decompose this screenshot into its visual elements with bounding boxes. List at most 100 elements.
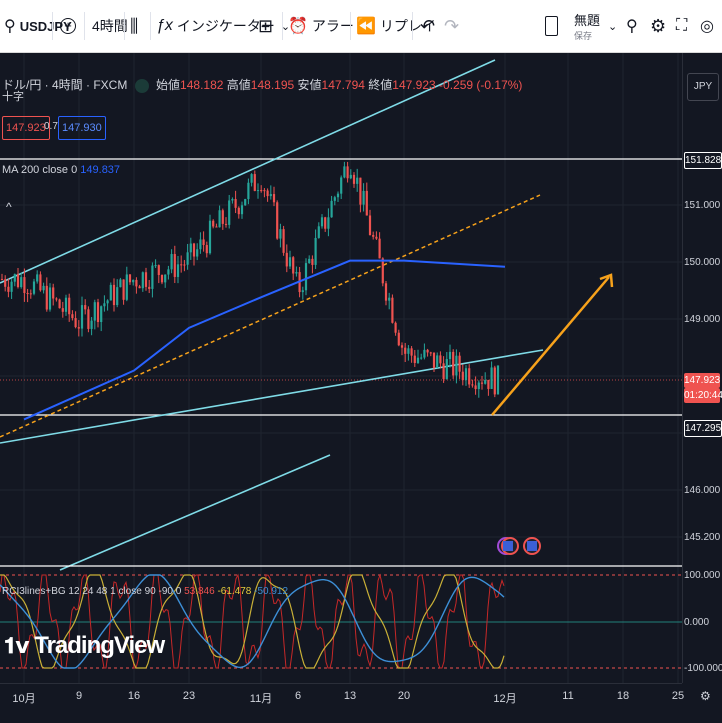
candle-body	[269, 194, 272, 197]
candle-body	[167, 269, 170, 275]
candle-body	[192, 243, 196, 257]
layout-menu-button[interactable]: ⌄	[608, 0, 617, 52]
candle-body	[282, 229, 285, 253]
sell-button[interactable]: 147.923	[2, 116, 50, 140]
ma-200-line	[23, 259, 506, 421]
candle-body	[48, 287, 52, 310]
channel-bottom-line[interactable]	[59, 454, 331, 571]
projection-arrow[interactable]	[491, 273, 614, 416]
candle-body	[340, 177, 343, 194]
candle-body	[352, 174, 356, 184]
time-label: 13	[343, 690, 357, 702]
candle-body	[493, 367, 496, 395]
candle-body	[455, 355, 458, 376]
low-label: 安値	[297, 78, 322, 92]
bid-value: 147.923	[6, 122, 46, 134]
economic-events[interactable]	[497, 537, 541, 555]
candle-body	[77, 327, 80, 329]
tv-logo-icon: 𝟏𝘃	[4, 633, 30, 658]
candle-body	[112, 284, 116, 306]
current-price-tag: 147.923	[684, 373, 721, 388]
candle-body	[138, 286, 141, 289]
channel-lower-line[interactable]	[0, 349, 544, 444]
interval-label: 4時間	[92, 18, 128, 34]
quick-search-button[interactable]: ⚲	[626, 0, 642, 52]
buy-button[interactable]: 147.930	[58, 116, 106, 140]
price-label: 146.000	[684, 485, 721, 496]
layout-name: 無題	[574, 13, 601, 28]
rci-mid-line	[0, 574, 505, 669]
time-axis[interactable]	[0, 683, 682, 723]
rci-long-line	[0, 574, 505, 669]
candle-body	[144, 272, 148, 287]
collapse-legend-icon[interactable]: ^	[6, 200, 12, 214]
candle-body	[215, 226, 218, 228]
axis-settings-icon[interactable]: ⚙	[700, 689, 711, 703]
alert-button[interactable]: ⏰ アラート	[288, 0, 368, 52]
candle-body	[368, 215, 372, 236]
interval-button[interactable]: 4時間	[92, 0, 128, 52]
chevron-down-icon: ⌄	[280, 20, 291, 33]
indicators-button[interactable]: ƒx インジケーター ⌄	[156, 0, 290, 52]
candle-body	[247, 182, 250, 200]
low-value: 147.794	[321, 78, 365, 92]
chart-type-button[interactable]: ⫼	[130, 0, 142, 52]
redo-button[interactable]: ↷	[444, 0, 463, 52]
ask-value: 147.930	[62, 122, 102, 134]
time-label: 18	[616, 690, 630, 702]
candle-body	[388, 297, 391, 301]
rci-short-line	[0, 573, 505, 669]
time-label: 20	[397, 690, 411, 702]
candle-body	[39, 274, 42, 291]
candle-body	[196, 249, 199, 257]
chart-grid	[0, 53, 682, 683]
undo-button[interactable]: ↶	[420, 0, 439, 52]
candle-body	[148, 286, 151, 289]
channel-upper-line[interactable]	[0, 59, 496, 284]
rci-legend[interactable]: RCI3lines+BG 12 24 48 1 close 90 -90 0 5…	[2, 586, 288, 597]
candle-body	[301, 290, 304, 293]
candle-body	[10, 281, 13, 292]
price-chart[interactable]	[0, 53, 722, 722]
replay-button[interactable]: ⏪ リプレイ	[356, 0, 436, 52]
candle-body	[100, 306, 103, 323]
candle-body	[20, 277, 23, 288]
candle-body	[308, 258, 311, 264]
candle-body	[176, 264, 180, 277]
chart-legend: ドル/円 · 4時間 · FXCM 始値148.182 高値148.195 安値…	[2, 76, 522, 93]
candle-body	[128, 274, 132, 283]
fullscreen-button[interactable]: ⛶	[676, 0, 691, 52]
symbol-search[interactable]: ⚲ USDJPY	[4, 0, 72, 52]
candle-body	[295, 272, 298, 274]
candle-body	[448, 351, 452, 360]
ma-name: MA 200 close 0	[2, 164, 78, 176]
candle-body	[221, 210, 224, 224]
candle-body	[413, 355, 416, 363]
candle-body	[474, 385, 477, 390]
candle-body	[445, 359, 448, 379]
time-label: 25	[671, 690, 685, 702]
currency-button[interactable]: JPY	[687, 73, 719, 101]
candle-body	[410, 348, 413, 356]
price-label: 149.000	[684, 314, 721, 325]
layout-name-button[interactable]: 無題 保存	[574, 0, 600, 52]
trend-dashed-line[interactable]	[0, 194, 541, 438]
ma-value: 149.837	[80, 164, 121, 176]
compare-button[interactable]: +	[60, 0, 80, 52]
price-label: 150.000	[684, 257, 721, 268]
settings-button[interactable]: ⚙	[650, 0, 670, 52]
snapshot-button[interactable]: ◎	[700, 0, 718, 52]
candle-body	[4, 279, 7, 287]
camera-icon: ◎	[700, 18, 714, 35]
open-value: 148.182	[180, 78, 224, 92]
candle-body	[480, 382, 484, 384]
plus-circle-icon: +	[60, 18, 76, 34]
ma-legend[interactable]: MA 200 close 0 149.837	[2, 164, 120, 176]
layout-toggle-button[interactable]	[545, 0, 562, 52]
time-label: 12月	[493, 693, 517, 705]
price-axis[interactable]	[682, 53, 722, 683]
candle-body	[42, 285, 45, 291]
candle-body	[224, 223, 228, 225]
templates-button[interactable]: ⊞	[258, 0, 277, 52]
candle-body	[320, 217, 324, 227]
